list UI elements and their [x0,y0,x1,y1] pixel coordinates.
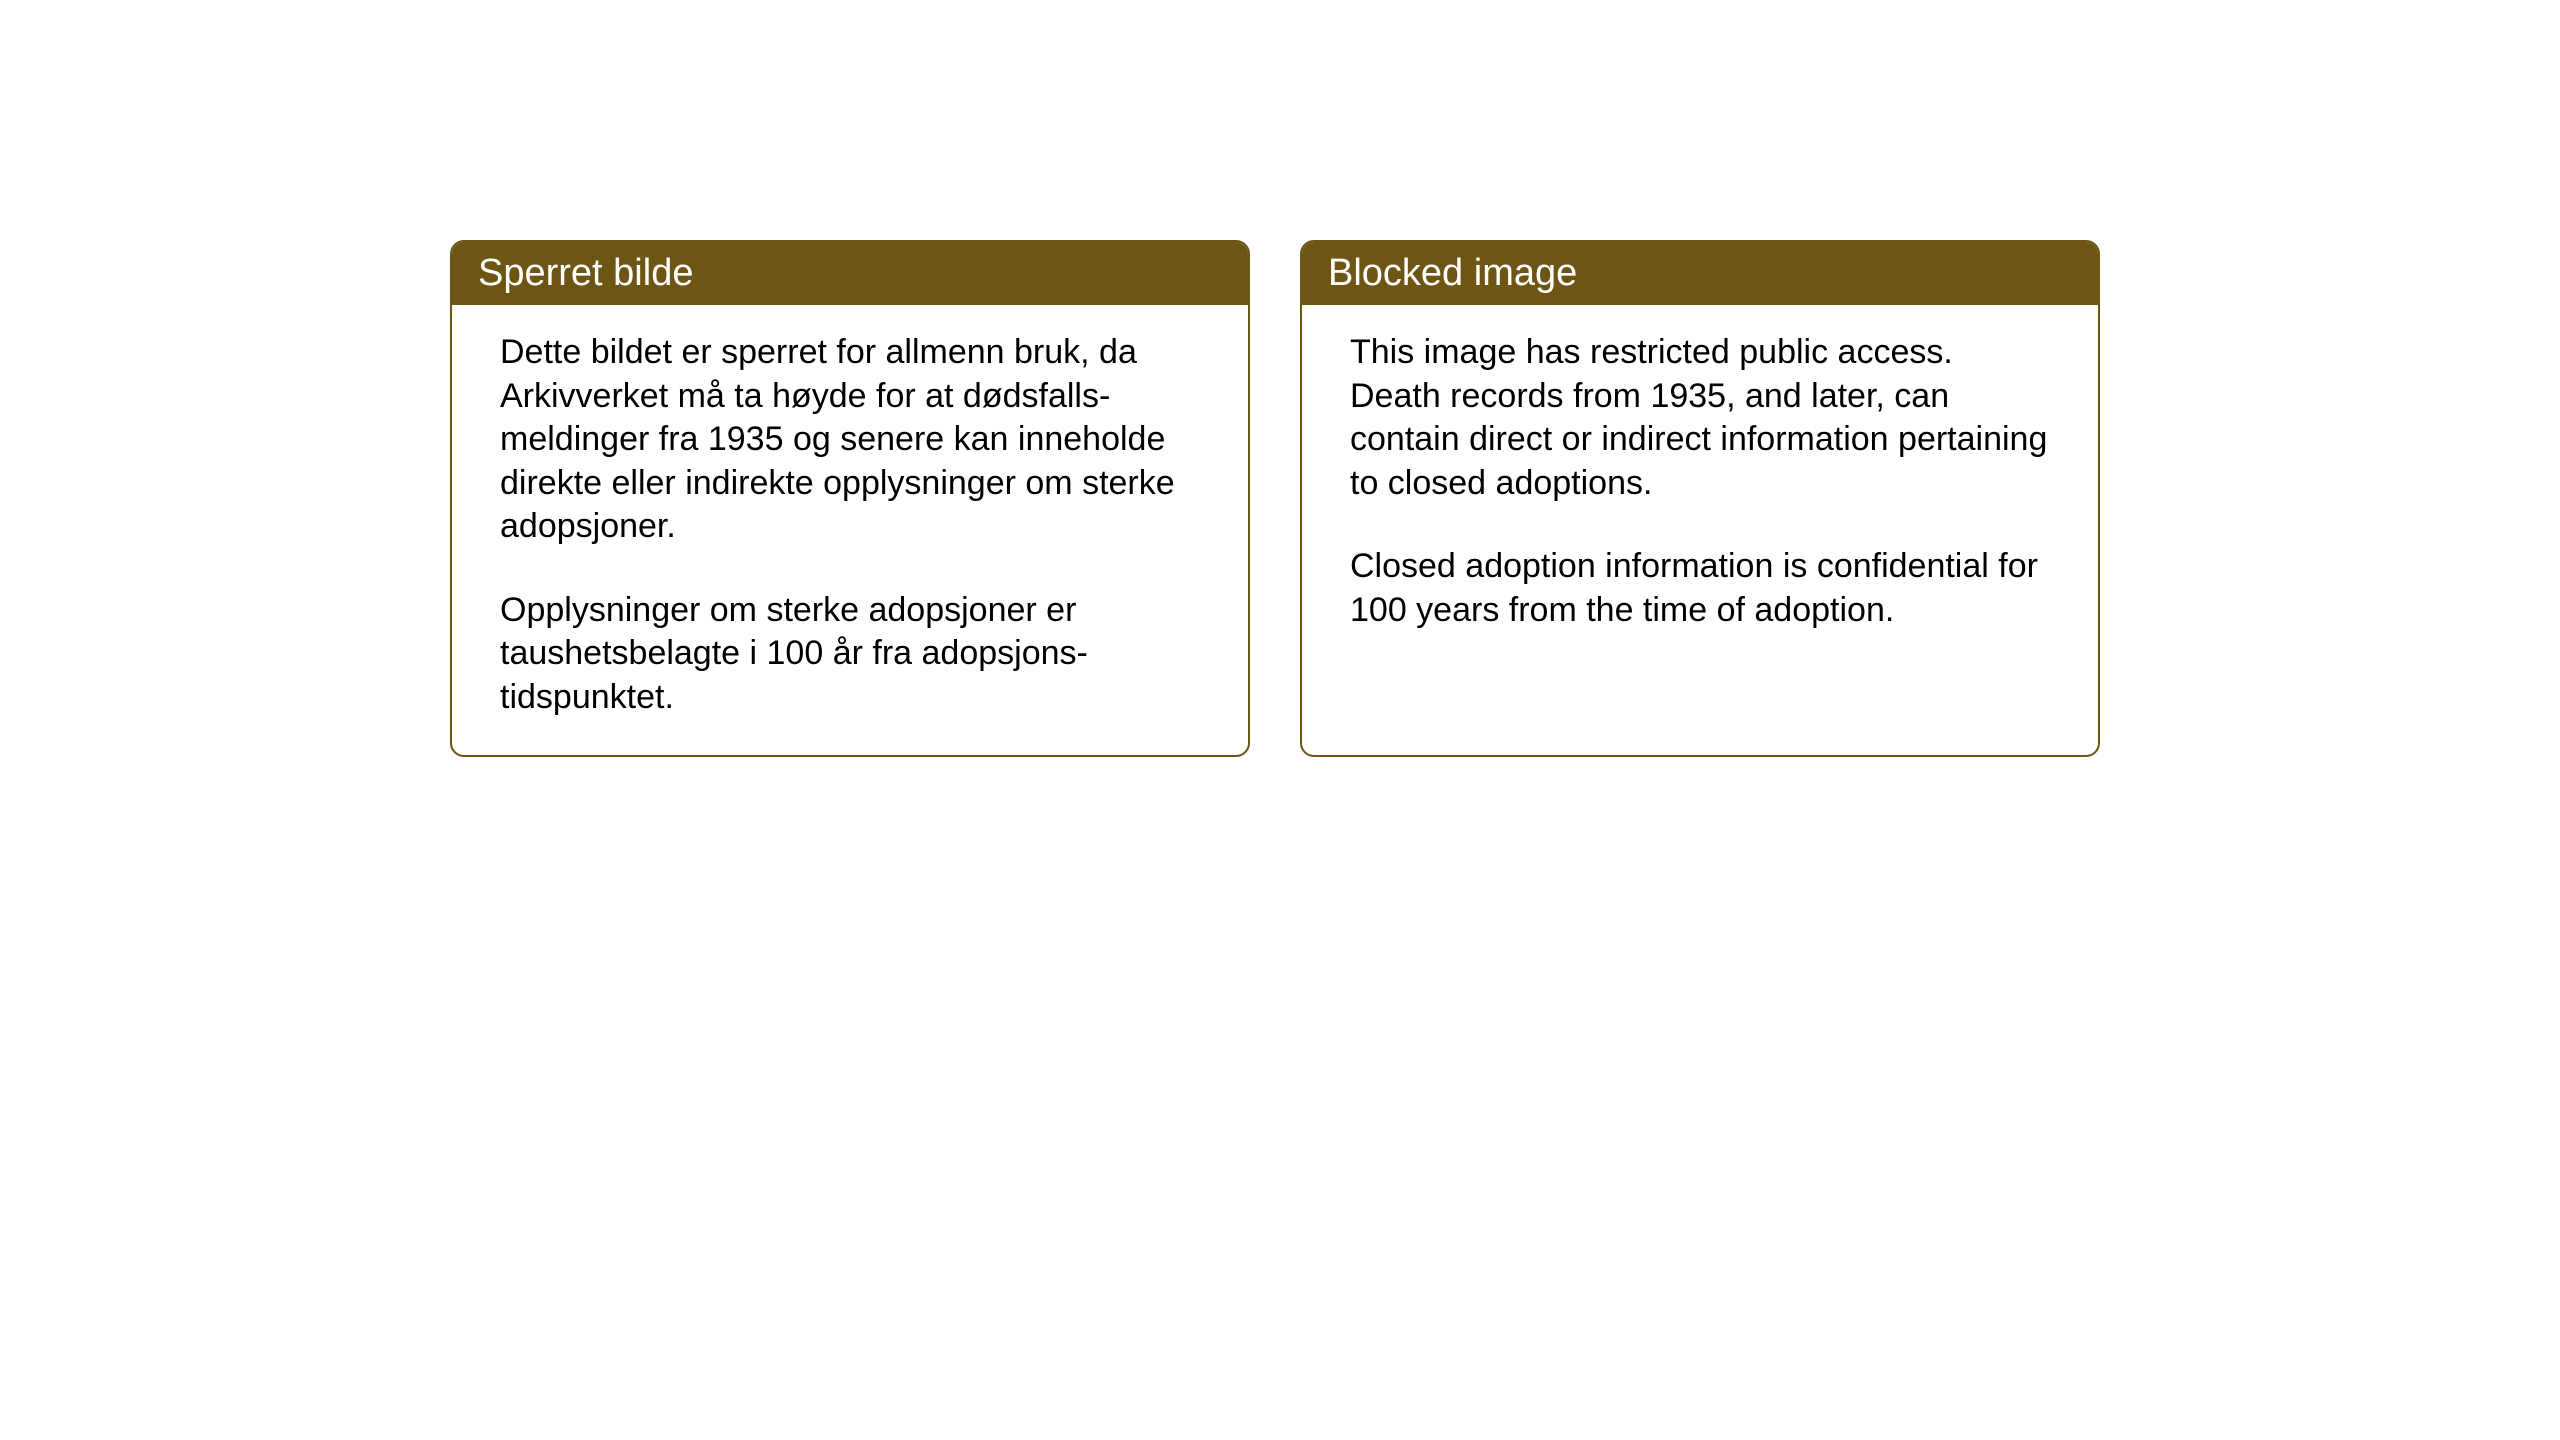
card-english-paragraph-1: This image has restricted public access.… [1350,331,2050,505]
card-norwegian: Sperret bilde Dette bildet er sperret fo… [450,240,1250,757]
card-norwegian-paragraph-1: Dette bildet er sperret for allmenn bruk… [500,331,1200,549]
card-english-body: This image has restricted public access.… [1302,305,2098,735]
card-english-header: Blocked image [1302,242,2098,305]
card-norwegian-body: Dette bildet er sperret for allmenn bruk… [452,305,1248,755]
card-english-paragraph-2: Closed adoption information is confident… [1350,545,2050,632]
card-norwegian-title: Sperret bilde [478,252,693,294]
cards-container: Sperret bilde Dette bildet er sperret fo… [450,240,2100,757]
card-english-title: Blocked image [1328,252,1577,294]
card-english: Blocked image This image has restricted … [1300,240,2100,757]
card-norwegian-header: Sperret bilde [452,242,1248,305]
card-norwegian-paragraph-2: Opplysninger om sterke adopsjoner er tau… [500,589,1200,720]
